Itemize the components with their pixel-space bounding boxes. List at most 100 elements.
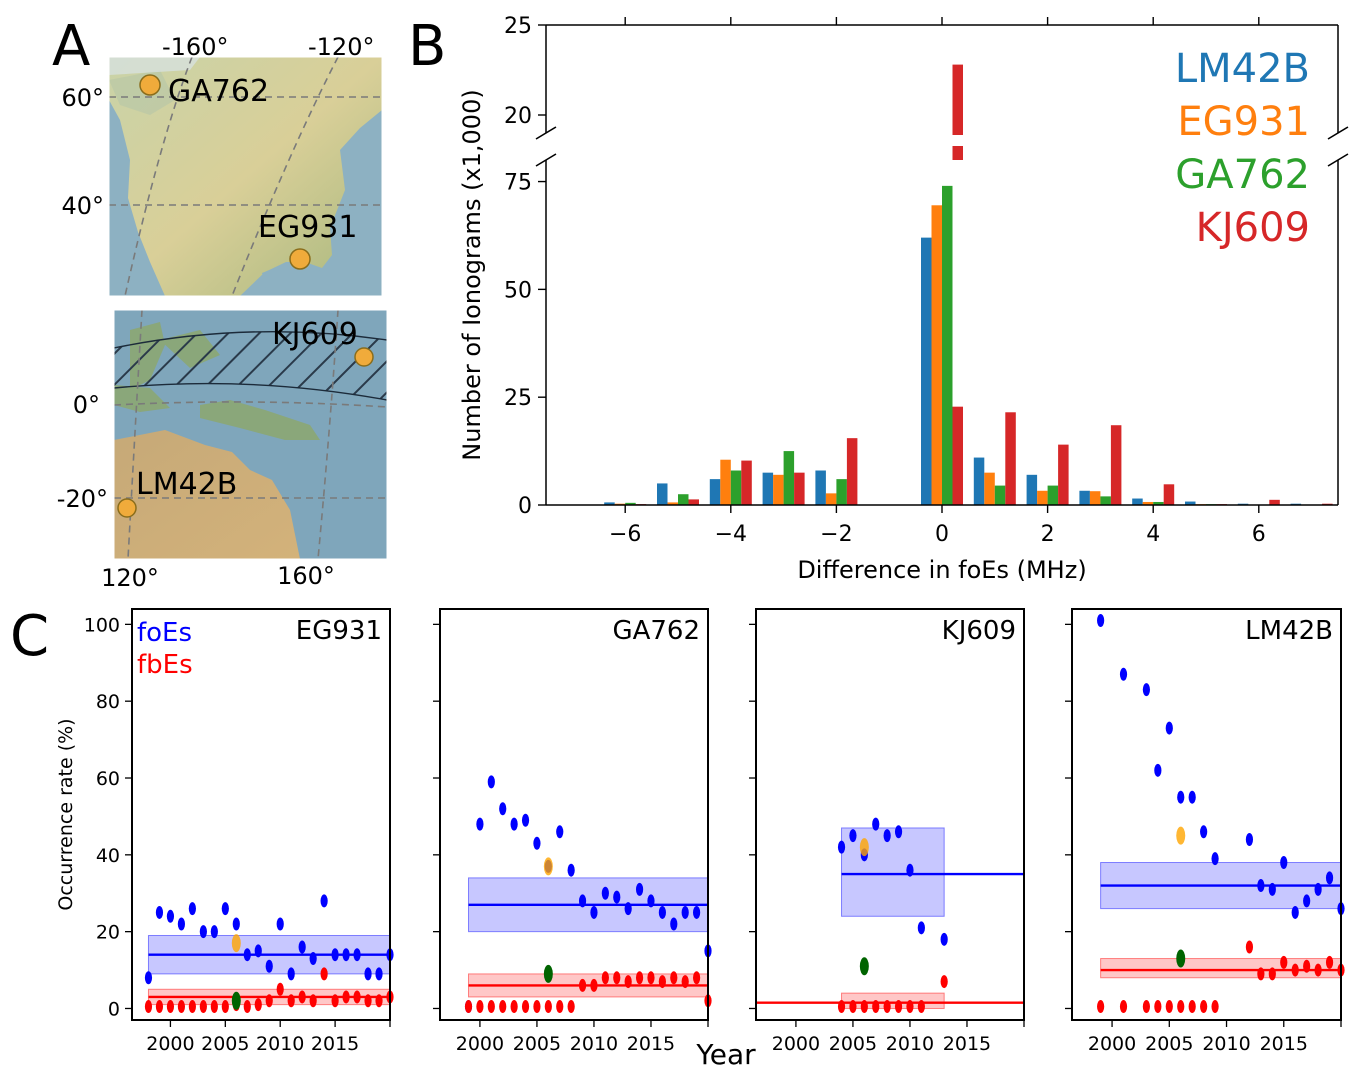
foes-point: [254, 944, 262, 958]
foes-point: [155, 905, 164, 919]
station-marker-ga762: [139, 74, 161, 96]
fbes-point: [567, 1000, 575, 1014]
foes-point: [837, 840, 846, 854]
fbes-point: [544, 1000, 552, 1014]
bar-kj609--3: [794, 472, 805, 505]
y-tick-label: 25: [504, 14, 532, 39]
foes-point: [1177, 790, 1185, 804]
map-top-lon-tick: -120°: [308, 33, 374, 61]
fbes-point: [287, 994, 295, 1008]
bar-eg931-2: [1037, 490, 1048, 505]
bar-lm42b--3: [762, 472, 774, 505]
x-tick-label: 2005: [1145, 1033, 1193, 1055]
fbes-point: [917, 1000, 925, 1014]
bar-kj609-1: [1005, 412, 1016, 505]
fbes-point: [199, 1000, 207, 1014]
fbes-point: [1325, 955, 1334, 969]
foes-point: [590, 905, 598, 919]
fbes-highlight-point: [231, 991, 241, 1010]
x-tick-label: 2: [1041, 522, 1055, 547]
bar-ga762-0: [942, 185, 953, 505]
fbes-point: [298, 990, 306, 1004]
foes-point: [692, 905, 701, 919]
foes-point: [364, 967, 372, 981]
map-top-lat-tick: 40°: [61, 192, 104, 220]
fbes-point: [276, 982, 284, 996]
foes-point: [265, 959, 273, 973]
y-tick-label: 40: [96, 845, 120, 867]
bar-kj609-4: [1163, 484, 1175, 505]
fbes-point: [940, 975, 948, 989]
foes-point: [276, 917, 284, 931]
x-axis-label: Year: [695, 1038, 756, 1068]
fbes-point: [635, 971, 644, 985]
bar-ga762--3: [783, 451, 795, 505]
legend-eg931: EG931: [1177, 99, 1310, 145]
subplot-kj609: 2000 2005 2010 2015 KJ609: [749, 608, 1025, 1055]
fbes-point: [860, 1000, 868, 1014]
fbes-point: [1177, 1000, 1185, 1014]
foes-point: [320, 894, 328, 908]
fbes-point: [243, 1000, 251, 1014]
fbes-point: [1291, 963, 1299, 977]
foes-point: [309, 952, 317, 966]
bar-ga762--4: [730, 470, 742, 505]
x-tick-label: 2000: [1088, 1033, 1136, 1055]
fbes-point: [1097, 1000, 1105, 1014]
y-tick-label: 20: [96, 922, 120, 944]
bar-ga762--5: [678, 494, 689, 505]
bar-kj609-0-lower-cap: [952, 146, 963, 160]
foes-point: [166, 909, 175, 923]
foes-point: [658, 905, 666, 919]
foes-point: [567, 863, 575, 877]
foes-point: [1291, 905, 1299, 919]
foes-point: [210, 925, 218, 939]
fbes-point: [1165, 1000, 1173, 1014]
fbes-point: [1303, 959, 1311, 973]
bar-kj609-2: [1058, 444, 1069, 505]
fbes-point: [692, 971, 701, 985]
legend-foes: foEs: [137, 618, 192, 648]
foes-point: [1314, 882, 1322, 896]
fbes-point: [1211, 1000, 1219, 1014]
station-marker-lm42b: [117, 498, 137, 518]
fbes-highlight-point: [543, 964, 553, 983]
foes-point: [342, 948, 350, 962]
bar-lm42b--6: [604, 502, 615, 505]
bar-ga762--6: [625, 502, 636, 505]
foes-point: [375, 967, 383, 981]
fbes-point: [521, 1000, 530, 1014]
fbes-point: [320, 967, 328, 981]
foes-point: [510, 817, 518, 831]
foes-point: [894, 825, 903, 839]
fbes-point: [849, 1000, 857, 1014]
x-tick-label: 2000: [456, 1033, 504, 1055]
x-tick-label: 2005: [201, 1033, 249, 1055]
legend-lm42b: LM42B: [1175, 46, 1310, 92]
foes-point: [917, 921, 925, 935]
fbes-highlight-point: [1176, 949, 1186, 968]
foes-point: [487, 775, 495, 789]
bar-eg931--2: [825, 493, 837, 505]
foes-point: [906, 863, 914, 877]
foes-point: [1119, 667, 1128, 681]
y-tick-label: 75: [504, 171, 532, 196]
foes-highlight-point: [231, 934, 241, 953]
foes-point: [188, 902, 196, 916]
map-bottom: 0° -20° 120° 160° KJ609 LM42B: [57, 309, 388, 592]
map-bottom-lat-tick: 0°: [73, 391, 100, 419]
x-tick-label: 2015: [1260, 1033, 1308, 1055]
fbes-point: [510, 1000, 518, 1014]
foes-point: [940, 932, 948, 946]
foes-point: [1280, 856, 1288, 870]
fbes-point: [331, 994, 339, 1008]
subplot-title: GA762: [612, 616, 700, 646]
station-label-ga762: GA762: [168, 74, 269, 109]
bar-lm42b-3: [1079, 490, 1090, 505]
bar-lm42b--2: [815, 470, 826, 505]
fbes-point: [375, 994, 383, 1008]
x-axis-label: Difference in foEs (MHz): [797, 556, 1086, 584]
fbes-highlight-point: [859, 957, 869, 976]
fbes-point: [1154, 1000, 1162, 1014]
